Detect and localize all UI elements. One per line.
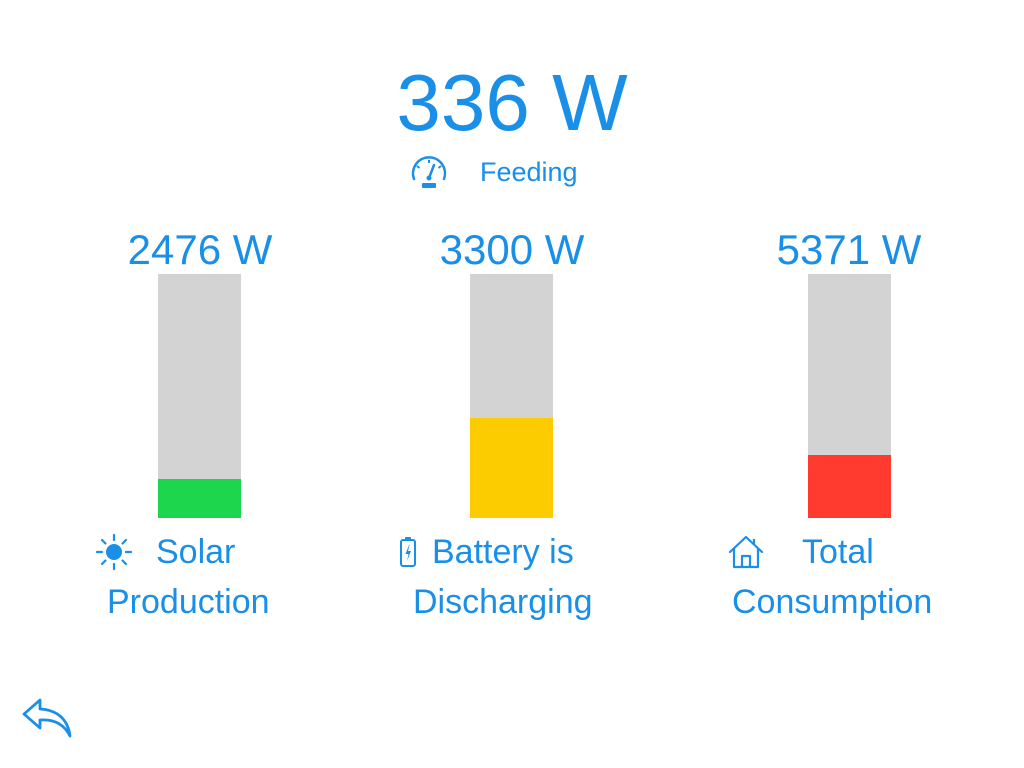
consumption-label-line2: Consumption (732, 583, 933, 621)
battery-label: Battery is Discharging (398, 527, 593, 627)
main-power-value: 336 W (396, 58, 628, 147)
solar-label-line2: Production (107, 583, 270, 621)
consumption-value: 5371 W (776, 226, 922, 273)
sun-icon (90, 532, 136, 572)
back-button[interactable] (20, 692, 76, 742)
solar-value: 2476 W (127, 226, 273, 273)
consumption-column: 5371 W (699, 222, 999, 622)
status-label: Feeding (480, 156, 578, 187)
solar-label-line1: Solar (156, 533, 236, 571)
consumption-bar (808, 274, 891, 518)
solar-bar-fill (158, 478, 241, 518)
back-arrow-icon (20, 698, 76, 746)
battery-column: 3300 W (362, 222, 662, 622)
battery-label-line1: Battery is (432, 533, 574, 571)
house-icon (726, 532, 766, 572)
battery-value: 3300 W (439, 226, 585, 273)
battery-label-line2: Discharging (413, 583, 593, 621)
consumption-label: Total Consumption (726, 527, 932, 627)
solar-label: Solar Production (90, 527, 270, 627)
consumption-bar-fill (808, 454, 891, 518)
battery-bar-fill (470, 417, 553, 518)
battery-icon (398, 532, 420, 572)
consumption-label-line1: Total (802, 533, 874, 571)
battery-bar (470, 274, 553, 518)
gauge-icon (408, 152, 450, 192)
solar-bar (158, 274, 241, 518)
status-row: Feeding (408, 152, 578, 192)
solar-column: 2476 W (50, 222, 350, 622)
